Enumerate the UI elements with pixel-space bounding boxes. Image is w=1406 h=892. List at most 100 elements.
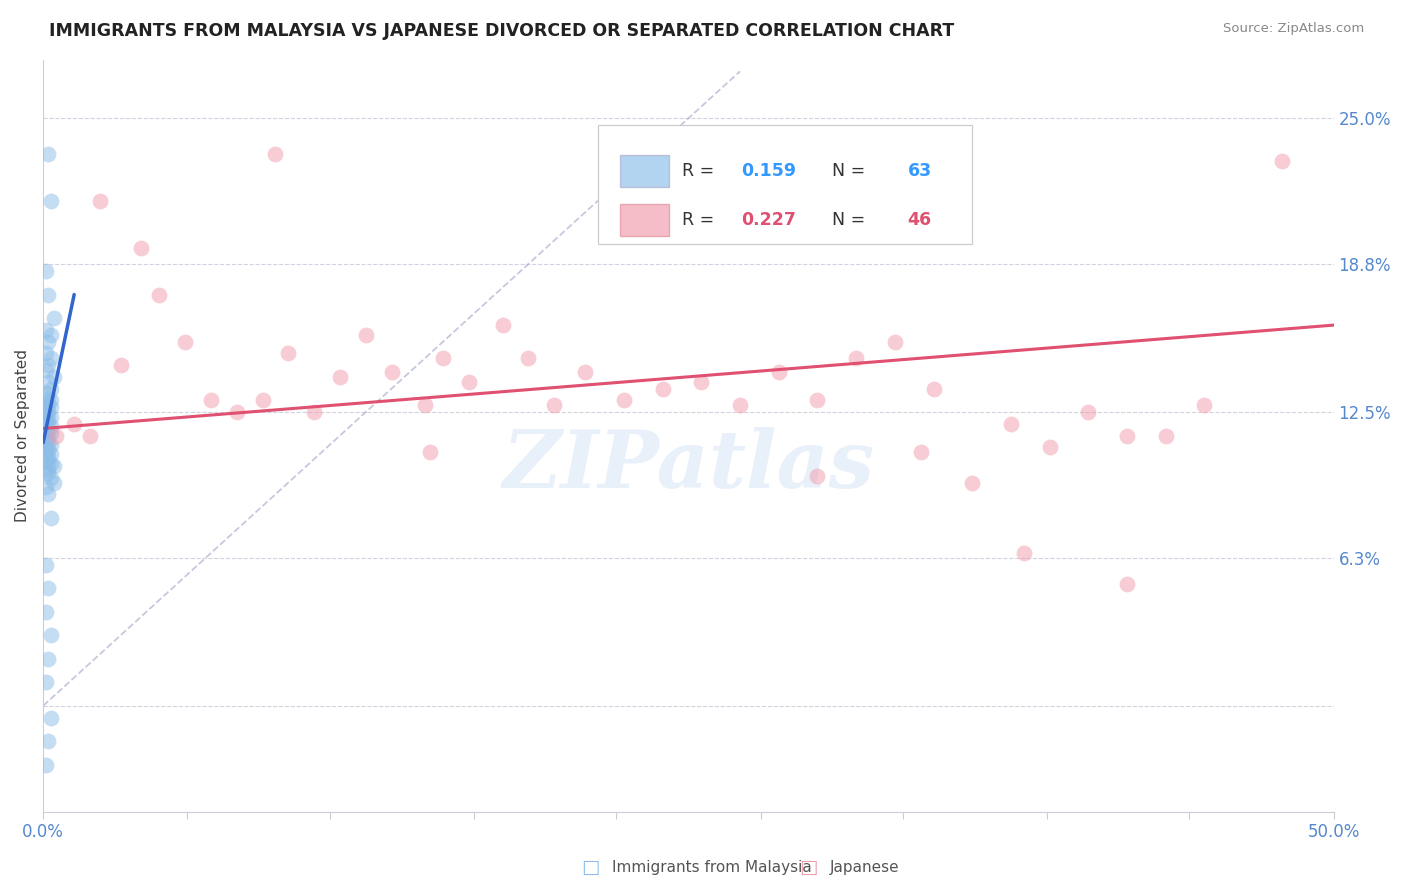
Text: Source: ZipAtlas.com: Source: ZipAtlas.com bbox=[1223, 22, 1364, 36]
Point bbox=[35, 346, 58, 360]
FancyBboxPatch shape bbox=[620, 204, 669, 235]
Point bbox=[37, 424, 59, 438]
Point bbox=[37, 461, 59, 475]
Point bbox=[264, 146, 287, 161]
Point bbox=[37, 431, 59, 445]
Point bbox=[39, 393, 62, 408]
Point bbox=[35, 605, 58, 619]
Point bbox=[910, 445, 932, 459]
Point bbox=[37, 405, 59, 419]
Point bbox=[39, 457, 62, 471]
Point bbox=[517, 351, 540, 365]
Point bbox=[1154, 428, 1177, 442]
Point bbox=[35, 414, 58, 428]
Point bbox=[225, 405, 247, 419]
Point bbox=[39, 409, 62, 424]
Point bbox=[806, 468, 828, 483]
Text: IMMIGRANTS FROM MALAYSIA VS JAPANESE DIVORCED OR SEPARATED CORRELATION CHART: IMMIGRANTS FROM MALAYSIA VS JAPANESE DIV… bbox=[49, 22, 955, 40]
Point bbox=[45, 428, 67, 442]
Point bbox=[277, 346, 299, 360]
Point bbox=[39, 382, 62, 396]
Point bbox=[39, 438, 62, 452]
Point bbox=[35, 428, 58, 442]
Point bbox=[35, 434, 58, 448]
Point bbox=[37, 582, 59, 596]
Point bbox=[37, 487, 59, 501]
Point bbox=[543, 398, 565, 412]
Text: Japanese: Japanese bbox=[830, 860, 900, 874]
Point bbox=[37, 146, 59, 161]
Point bbox=[960, 475, 983, 490]
Point bbox=[35, 395, 58, 409]
Point bbox=[37, 450, 59, 464]
Point bbox=[768, 365, 790, 379]
Point bbox=[35, 386, 58, 401]
Point bbox=[35, 757, 58, 772]
Point bbox=[381, 365, 404, 379]
Point bbox=[35, 452, 58, 467]
Point bbox=[37, 287, 59, 301]
Text: N =: N = bbox=[821, 162, 870, 180]
Point bbox=[302, 405, 325, 419]
Point bbox=[883, 334, 905, 349]
Y-axis label: Divorced or Separated: Divorced or Separated bbox=[15, 349, 30, 522]
Point bbox=[922, 382, 945, 396]
FancyBboxPatch shape bbox=[620, 155, 669, 186]
Point bbox=[35, 402, 58, 417]
Point bbox=[42, 369, 65, 384]
Text: 46: 46 bbox=[908, 211, 932, 229]
Point bbox=[1271, 153, 1294, 168]
Point bbox=[42, 459, 65, 474]
Text: R =: R = bbox=[682, 211, 720, 229]
Point bbox=[35, 675, 58, 690]
Point bbox=[37, 435, 59, 450]
Point bbox=[37, 334, 59, 349]
Text: 0.227: 0.227 bbox=[741, 211, 796, 229]
Point bbox=[37, 358, 59, 372]
Point bbox=[35, 445, 58, 459]
Point bbox=[39, 510, 62, 524]
Point bbox=[200, 393, 222, 408]
Point bbox=[35, 363, 58, 377]
Text: Immigrants from Malaysia: Immigrants from Malaysia bbox=[612, 860, 811, 874]
Point bbox=[329, 369, 352, 384]
Point bbox=[651, 382, 673, 396]
Point bbox=[39, 471, 62, 485]
Point bbox=[1012, 546, 1035, 560]
Point bbox=[35, 408, 58, 422]
Point bbox=[37, 454, 59, 468]
Point bbox=[458, 375, 481, 389]
Point bbox=[1116, 576, 1139, 591]
Point bbox=[79, 428, 101, 442]
Point bbox=[37, 466, 59, 480]
Point bbox=[39, 351, 62, 365]
Point bbox=[35, 464, 58, 478]
Text: N =: N = bbox=[821, 211, 870, 229]
Point bbox=[39, 710, 62, 724]
Point bbox=[110, 358, 132, 372]
Point bbox=[35, 440, 58, 454]
Point bbox=[39, 194, 62, 208]
Point bbox=[413, 398, 436, 412]
Text: ZIPatlas: ZIPatlas bbox=[502, 427, 875, 504]
Point bbox=[148, 287, 170, 301]
Point bbox=[252, 393, 274, 408]
Point bbox=[845, 351, 868, 365]
Point bbox=[37, 412, 59, 426]
Point bbox=[419, 445, 441, 459]
Point bbox=[37, 391, 59, 405]
Point bbox=[42, 311, 65, 326]
Point bbox=[63, 417, 86, 431]
Point bbox=[89, 194, 111, 208]
Point bbox=[613, 393, 636, 408]
Point bbox=[39, 401, 62, 415]
Point bbox=[1116, 428, 1139, 442]
Point bbox=[354, 327, 377, 342]
Point bbox=[37, 417, 59, 431]
Point bbox=[1039, 440, 1062, 454]
Point bbox=[39, 447, 62, 461]
Text: □: □ bbox=[581, 857, 600, 877]
Point bbox=[35, 480, 58, 494]
Point bbox=[574, 365, 596, 379]
Point bbox=[1194, 398, 1216, 412]
